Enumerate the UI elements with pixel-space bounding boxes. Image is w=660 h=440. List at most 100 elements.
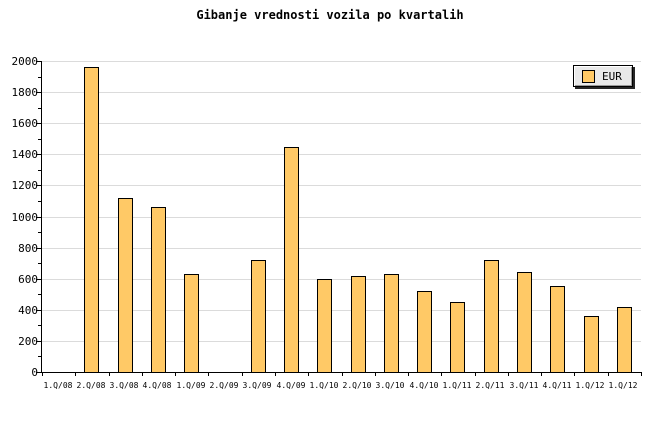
- y-major-tick-1600: [36, 123, 41, 124]
- y-tick-label-1000: 1000: [11, 211, 39, 224]
- bar-2-Q-08: [84, 67, 99, 372]
- bar-1-Q-12: [584, 316, 599, 372]
- x-tick-label-0: 1.Q/08: [43, 381, 73, 390]
- legend-label: EUR: [602, 69, 622, 83]
- x-tick-label-12: 1.Q/11: [442, 381, 472, 390]
- x-tick-label-16: 1.Q/12: [575, 381, 605, 390]
- gridline-y-2000: [42, 61, 641, 62]
- x-boundary-tick-11: [408, 372, 409, 376]
- y-minor-tick-900: [38, 232, 41, 233]
- y-minor-tick-700: [38, 263, 41, 264]
- chart-title: Gibanje vrednosti vozila po kvartalih: [196, 8, 464, 22]
- y-minor-tick-300: [38, 325, 41, 326]
- bar-3-Q-08: [118, 198, 133, 372]
- x-boundary-tick-3: [142, 372, 143, 376]
- x-tick-label-17: 1.Q/12: [608, 381, 638, 390]
- x-boundary-tick-17: [608, 372, 609, 376]
- y-major-tick-200: [36, 341, 41, 342]
- bar-1-Q-12: [617, 307, 632, 372]
- x-tick-label-3: 4.Q/08: [142, 381, 172, 390]
- x-tick-label-13: 2.Q/11: [475, 381, 505, 390]
- x-boundary-tick-15: [541, 372, 542, 376]
- y-minor-tick-1700: [38, 108, 41, 109]
- y-major-tick-600: [36, 279, 41, 280]
- x-tick-label-4: 1.Q/09: [176, 381, 206, 390]
- bar-1-Q-11: [450, 302, 465, 372]
- x-boundary-tick-18: [641, 372, 642, 376]
- y-minor-tick-1500: [38, 139, 41, 140]
- x-tick-label-2: 3.Q/08: [109, 381, 139, 390]
- x-boundary-tick-10: [375, 372, 376, 376]
- bar-3-Q-10: [384, 274, 399, 372]
- x-boundary-tick-0: [42, 372, 43, 376]
- y-minor-tick-500: [38, 294, 41, 295]
- gridline-y-1800: [42, 92, 641, 93]
- y-major-tick-400: [36, 310, 41, 311]
- x-tick-label-8: 1.Q/10: [309, 381, 339, 390]
- x-tick-label-6: 3.Q/09: [242, 381, 272, 390]
- x-boundary-tick-5: [208, 372, 209, 376]
- x-tick-label-11: 4.Q/10: [409, 381, 439, 390]
- gridline-y-1400: [42, 154, 641, 155]
- bar-2-Q-10: [351, 276, 366, 372]
- y-tick-label-0: 0: [31, 366, 38, 379]
- x-boundary-tick-14: [508, 372, 509, 376]
- bar-1-Q-10: [317, 279, 332, 372]
- bar-4-Q-10: [417, 291, 432, 372]
- gridline-y-1200: [42, 185, 641, 186]
- x-boundary-tick-1: [75, 372, 76, 376]
- y-axis-labels: 0 200 400 600 800 1000 1200 1400 1600 1800 2000: [0, 56, 39, 378]
- x-axis-labels: 1.Q/08 2.Q/08 3.Q/08 4.Q/08 1.Q/09 2.Q/09 3.Q/…: [41, 381, 640, 393]
- x-tick-label-1: 2.Q/08: [76, 381, 106, 390]
- gridline-y-1600: [42, 123, 641, 124]
- y-minor-tick-100: [38, 356, 41, 357]
- bar-3-Q-09: [251, 260, 266, 372]
- bar-4-Q-09: [284, 147, 299, 372]
- x-tick-label-7: 4.Q/09: [276, 381, 306, 390]
- y-tick-label-1600: 1600: [11, 117, 39, 130]
- bar-4-Q-11: [550, 286, 565, 372]
- bar-3-Q-11: [517, 272, 532, 372]
- gridline-y-1000: [42, 217, 641, 218]
- x-boundary-tick-16: [574, 372, 575, 376]
- x-boundary-tick-9: [342, 372, 343, 376]
- y-tick-label-1200: 1200: [11, 179, 39, 192]
- gridline-y-800: [42, 248, 641, 249]
- y-tick-label-200: 200: [18, 335, 38, 348]
- x-boundary-tick-2: [109, 372, 110, 376]
- x-boundary-tick-13: [475, 372, 476, 376]
- x-boundary-tick-8: [308, 372, 309, 376]
- y-tick-label-1400: 1400: [11, 148, 39, 161]
- x-boundary-tick-4: [175, 372, 176, 376]
- y-major-tick-1400: [36, 154, 41, 155]
- bar-4-Q-08: [151, 207, 166, 372]
- y-minor-tick-1900: [38, 77, 41, 78]
- y-tick-label-800: 800: [18, 242, 38, 255]
- y-tick-label-400: 400: [18, 304, 38, 317]
- x-boundary-tick-12: [441, 372, 442, 376]
- gridline-y-200: [42, 341, 641, 342]
- legend: EUR: [573, 65, 633, 87]
- y-major-tick-0: [36, 372, 41, 373]
- bar-1-Q-09: [184, 274, 199, 372]
- y-major-tick-1000: [36, 217, 41, 218]
- y-tick-label-2000: 2000: [11, 55, 39, 68]
- bar-2-Q-11: [484, 260, 499, 372]
- gridline-y-400: [42, 310, 641, 311]
- y-minor-tick-1300: [38, 170, 41, 171]
- x-tick-label-9: 2.Q/10: [342, 381, 372, 390]
- x-tick-label-5: 2.Q/09: [209, 381, 239, 390]
- legend-swatch-eur: [582, 69, 595, 83]
- y-tick-label-1800: 1800: [11, 86, 39, 99]
- y-major-tick-1200: [36, 185, 41, 186]
- x-tick-label-15: 4.Q/11: [542, 381, 572, 390]
- x-tick-label-14: 3.Q/11: [509, 381, 539, 390]
- gridline-y-600: [42, 279, 641, 280]
- plot-area: [36, 61, 642, 376]
- y-major-tick-1800: [36, 92, 41, 93]
- x-boundary-tick-7: [275, 372, 276, 376]
- x-boundary-tick-6: [242, 372, 243, 376]
- x-tick-label-10: 3.Q/10: [375, 381, 405, 390]
- y-tick-label-600: 600: [18, 273, 38, 286]
